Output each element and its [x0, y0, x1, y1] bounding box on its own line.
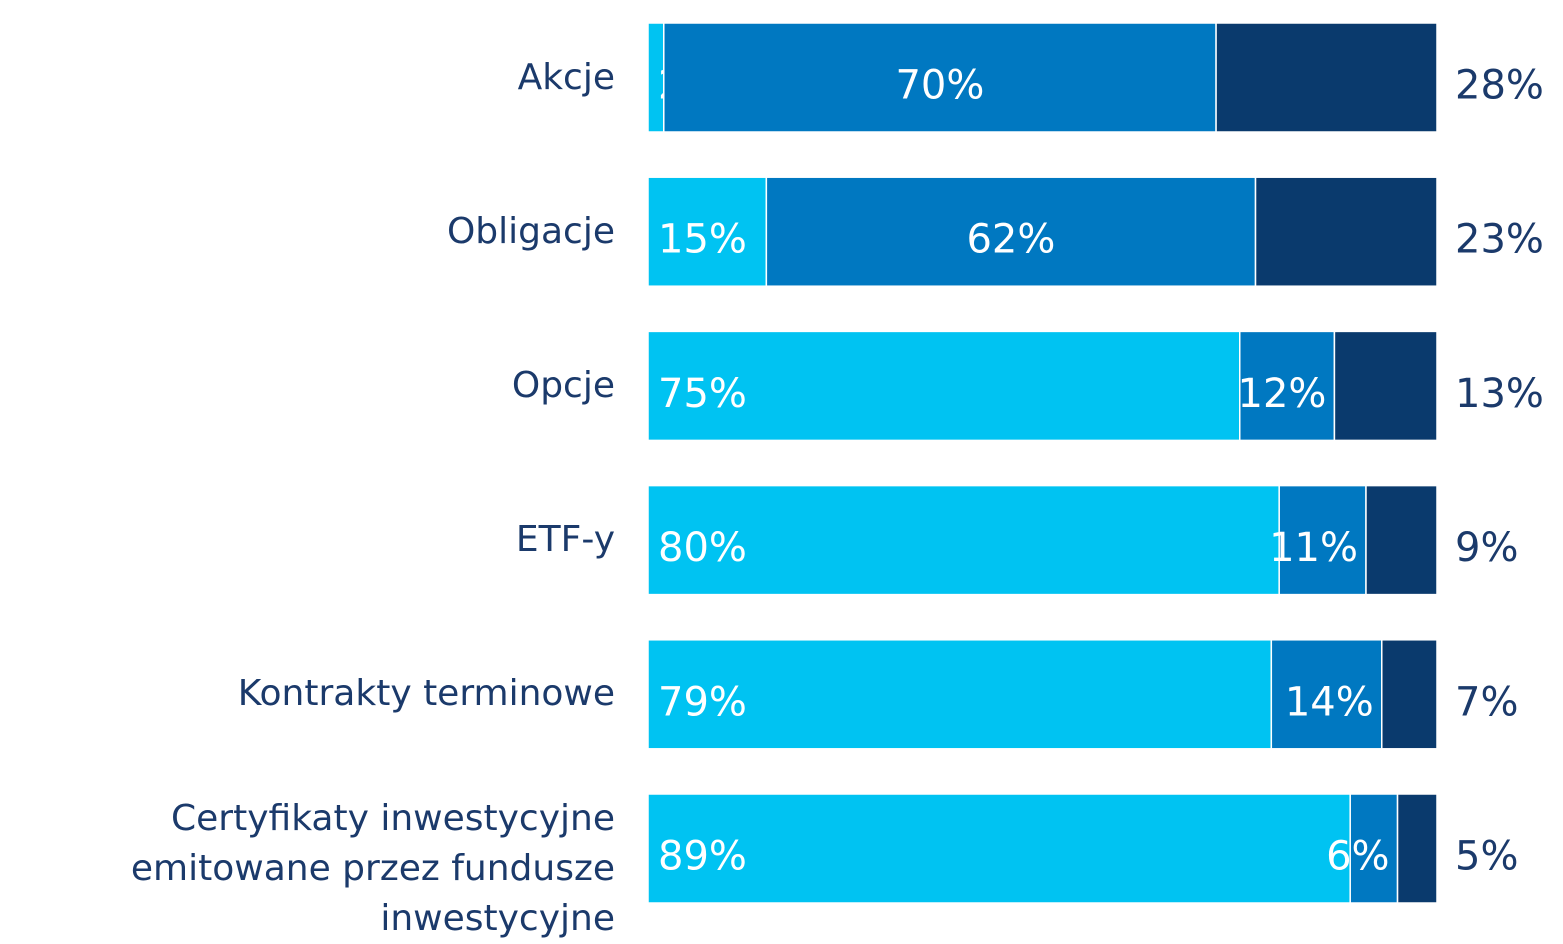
- bar-segment: [765, 176, 1257, 287]
- value-label: 11%: [1269, 525, 1358, 571]
- value-label: 80%: [658, 525, 747, 571]
- category-label: ETF-y: [515, 519, 615, 561]
- bar-segment: [1239, 330, 1336, 442]
- bar-segment: [1278, 484, 1367, 596]
- bar-segment: [1396, 793, 1438, 904]
- value-label: 14%: [1285, 679, 1374, 725]
- bar-segment: [1381, 639, 1438, 750]
- value-label: 70%: [895, 63, 984, 109]
- bar-segment: [1333, 330, 1438, 442]
- value-label: 79%: [658, 679, 747, 725]
- bar-segment: [1365, 484, 1438, 596]
- bar-segment: [647, 176, 768, 287]
- value-label: 62%: [966, 217, 1055, 263]
- value-label: 28%: [1455, 63, 1544, 109]
- category-label: Obligacje: [446, 210, 615, 252]
- bar-segment: [1270, 639, 1383, 750]
- category-label: Opcje: [511, 364, 615, 406]
- bar-segment: [663, 22, 1217, 133]
- value-label: 13%: [1455, 371, 1544, 417]
- value-label: 12%: [1238, 371, 1327, 417]
- bar-segment: [1254, 176, 1438, 287]
- value-label: 5%: [1455, 834, 1518, 880]
- bar-segment: [1215, 22, 1438, 133]
- value-label: 7%: [1455, 679, 1518, 725]
- value-label: 6%: [1326, 834, 1389, 880]
- bar-segment: [647, 793, 1351, 904]
- value-label: 15%: [658, 217, 747, 263]
- value-label: 89%: [658, 834, 747, 880]
- bar-segment: [647, 330, 1241, 442]
- category-label: Certyfikaty inwestycyjne emitowane przez…: [130, 797, 615, 939]
- bar-segment: [647, 639, 1273, 750]
- category-label: Kontrakty terminowe: [237, 673, 615, 715]
- value-label: 75%: [658, 371, 747, 417]
- value-label: 9%: [1455, 525, 1518, 571]
- value-label: 23%: [1455, 217, 1544, 263]
- category-label: Akcje: [517, 56, 615, 98]
